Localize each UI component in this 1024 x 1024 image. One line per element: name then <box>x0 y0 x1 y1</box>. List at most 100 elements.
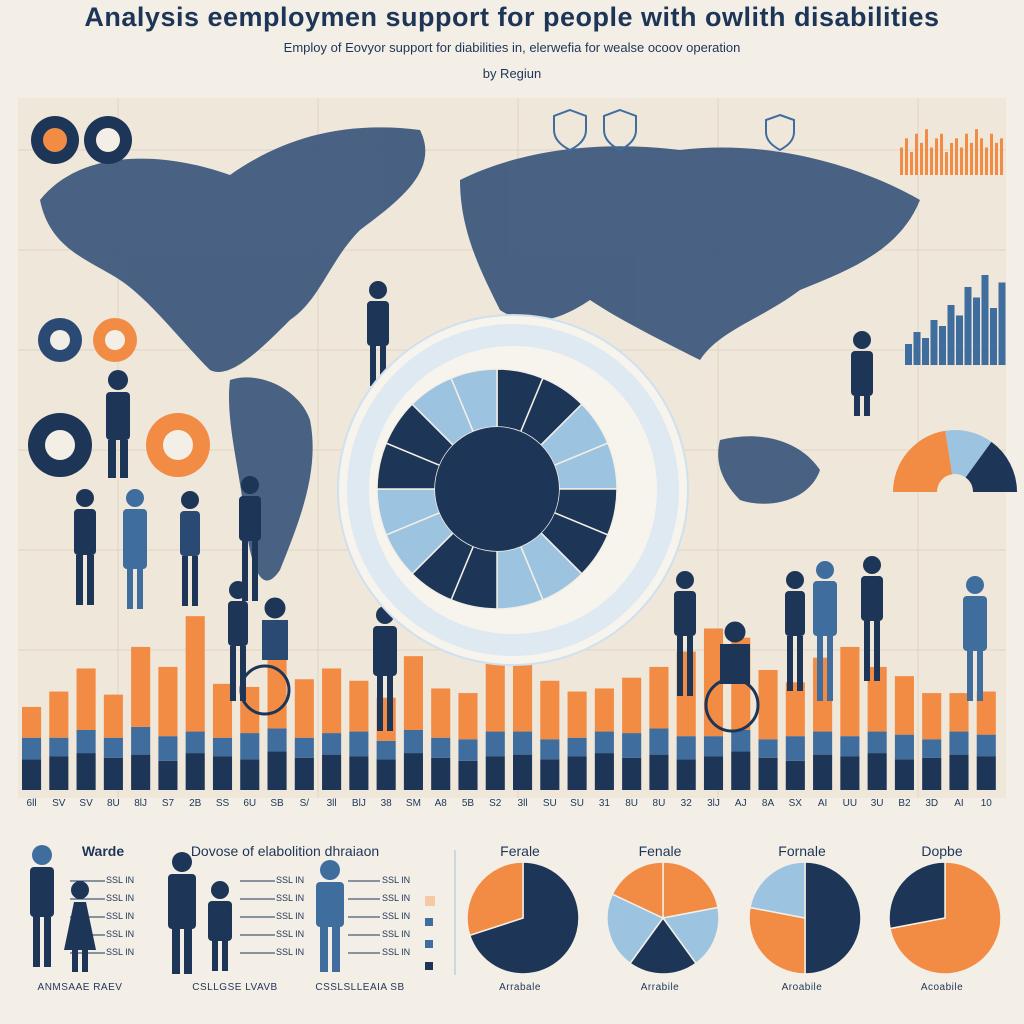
bar-navy <box>22 759 42 790</box>
bar-orange <box>649 666 669 729</box>
right-top-bar <box>940 133 943 175</box>
x-tick-label: 38 <box>381 798 393 809</box>
pie-2-slice <box>662 861 719 919</box>
panel-3-row: SSL IN <box>382 947 411 957</box>
bar-navy <box>949 754 969 790</box>
pie-2-label: Arrabile <box>640 982 680 993</box>
bar-orange <box>103 694 123 738</box>
donut-center-value: 38% <box>451 467 509 498</box>
person-icon <box>74 281 987 731</box>
x-tick-label: 8U <box>625 798 638 809</box>
bar-navy <box>622 757 642 790</box>
half-donut-slice <box>965 441 1017 492</box>
pie-1-slice <box>468 861 580 975</box>
bar-navy <box>813 754 833 790</box>
right-top-bar <box>965 133 968 175</box>
panel-1-title: Warde <box>81 843 125 859</box>
right-top-bar <box>900 147 903 175</box>
bar-blue <box>894 734 914 760</box>
bar-navy <box>703 756 724 790</box>
bar-navy <box>103 757 123 790</box>
pie-2-slice <box>661 906 720 965</box>
bar-blue <box>813 731 833 755</box>
bar-blue <box>703 736 724 757</box>
bar-orange <box>622 677 642 734</box>
right-top-bar <box>915 133 918 175</box>
bar-blue <box>267 728 287 752</box>
right-top-bar <box>995 142 998 175</box>
bar-orange <box>594 688 614 732</box>
x-tick-label: AI <box>818 798 827 809</box>
x-tick-label: SV <box>52 798 66 809</box>
legend-swatches <box>425 850 456 975</box>
right-bar <box>964 287 972 365</box>
pie-2-slice <box>611 861 664 920</box>
panel-leader-lines <box>70 880 380 954</box>
bar-blue <box>867 731 887 754</box>
bar-orange <box>403 656 423 730</box>
bar-blue <box>458 739 478 761</box>
right-bar <box>939 326 946 365</box>
bar-blue <box>131 726 151 755</box>
x-tick-label: UU <box>843 798 857 809</box>
bar-blue <box>485 731 505 757</box>
bar-blue <box>103 737 123 758</box>
bar-blue <box>567 737 587 757</box>
panel-3-row: SSL IN <box>382 875 411 885</box>
bar-blue <box>731 730 751 752</box>
bar-blue <box>76 730 96 754</box>
x-tick-label: SV <box>79 798 93 809</box>
page-title: Analysis eemploymen support for people w… <box>84 2 940 32</box>
bar-navy <box>349 756 369 790</box>
x-tick-label: 31 <box>599 798 611 809</box>
bar-navy <box>431 757 451 790</box>
bar-navy <box>731 751 751 790</box>
bar-orange <box>867 666 887 732</box>
right-bar <box>998 282 1006 365</box>
bar-navy <box>513 754 533 790</box>
right-top-bar <box>925 129 928 175</box>
bar-blue <box>403 730 423 754</box>
bar-blue <box>676 736 696 760</box>
panel-2-title: Dovose of elabolition dhraiaon <box>190 843 380 859</box>
bottom-pie-charts <box>466 861 1002 975</box>
bar-blue <box>431 737 451 758</box>
bar-navy <box>158 760 178 790</box>
x-tick-label: 3ll <box>327 798 337 809</box>
bar-blue <box>376 740 396 760</box>
bar-navy <box>894 759 914 790</box>
wheelchair-icon <box>239 597 760 733</box>
bar-navy <box>840 756 860 790</box>
panel-2-row: SSL IN <box>276 947 305 957</box>
x-tick-label: SM <box>406 798 421 809</box>
x-tick-label: 8U <box>107 798 120 809</box>
bar-navy <box>131 754 151 790</box>
bar-orange <box>22 706 42 738</box>
right-bars-chart <box>905 275 1006 365</box>
right-top-bar <box>950 142 953 175</box>
x-tick-label: 3U <box>871 798 884 809</box>
panel-2-row: SSL IN <box>276 875 305 885</box>
x-tick-label: SU <box>570 798 584 809</box>
bar-blue <box>540 739 560 760</box>
bar-navy <box>322 754 342 790</box>
bar-navy <box>403 753 423 790</box>
x-tick-label: BlJ <box>352 798 366 809</box>
pie-3-title: Fornale <box>778 843 826 859</box>
x-tick-label: AI <box>954 798 963 809</box>
bar-orange <box>513 654 533 732</box>
bar-orange <box>949 693 969 732</box>
bar-navy <box>458 760 478 790</box>
x-tick-label: 5B <box>462 798 475 809</box>
x-tick-label: 2B <box>189 798 202 809</box>
bar-blue <box>649 728 669 755</box>
bar-navy <box>758 757 778 790</box>
x-tick-label: AJ <box>735 798 747 809</box>
panel-2-footer: CSLLGSE LVAVB <box>192 982 278 993</box>
bar-orange <box>212 683 233 738</box>
right-top-bar <box>985 147 988 175</box>
pie-2-slice <box>629 916 697 975</box>
x-tick-label: 3ll <box>518 798 528 809</box>
bar-orange <box>158 666 178 737</box>
bar-navy <box>594 753 614 790</box>
